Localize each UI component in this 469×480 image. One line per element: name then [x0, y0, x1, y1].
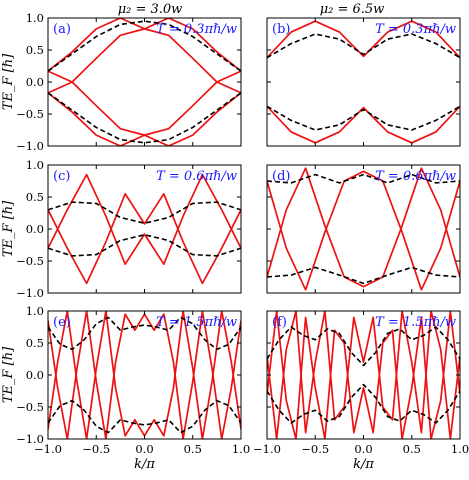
y-tick-label: 0.5	[26, 336, 44, 350]
panel-e: −1.0 −0.5 0.0 0.5 1.0 −1.0 −0.5 0.0 0.5 1.0 (e) T =…	[1, 304, 250, 472]
x-tick-label: 0.5	[403, 442, 421, 456]
y-tick-label: 0.0	[26, 75, 44, 89]
dashed-band-3	[267, 105, 460, 131]
y-axis-label: TE_F [ℏ]	[1, 200, 16, 257]
panel-label: (e)	[53, 315, 71, 330]
panel-f: −1.0 −0.5 0.0 0.5 1.0 (f) T = 1.5πℏ/w k/π	[253, 310, 469, 472]
solid-band-1	[48, 311, 241, 439]
dashed-band-2	[48, 201, 241, 225]
dashed-band-3	[267, 383, 460, 424]
solid-band-1	[267, 311, 460, 439]
solid-band-0	[267, 167, 460, 288]
dashed-band-2	[267, 173, 460, 184]
panel-b: (b) T = 0.3πℏ/w	[266, 17, 461, 147]
panel-c-series	[48, 173, 241, 285]
panel-b-frame	[266, 17, 461, 147]
panel-label: (c)	[53, 169, 70, 184]
panel-f-series	[267, 311, 460, 439]
period-annotation: T = 1.5πℏ/w	[375, 315, 456, 330]
y-axis-label: TE_F [ℏ]	[1, 53, 16, 110]
panel-label: (b)	[272, 22, 290, 37]
panel-d: (d) T = 0.6πℏ/w	[266, 164, 461, 294]
panel-label: (d)	[272, 169, 290, 184]
panel-d-series	[267, 167, 460, 291]
solid-band-1	[267, 170, 460, 291]
x-tick-label: −1.0	[34, 442, 62, 456]
x-tick-label: 0.0	[135, 442, 153, 456]
x-tick-label: −1.0	[253, 442, 281, 456]
panel-c: −1.0 −0.5 0.0 0.5 1.0 (c) T = 0.6πℏ/w TE_F [ℏ]	[1, 158, 242, 300]
dashed-band-2	[267, 33, 460, 59]
y-tick-label: −1.0	[16, 139, 44, 153]
y-tick-label: 0.5	[26, 43, 44, 57]
x-tick-label: 1.0	[232, 442, 250, 456]
x-tick-label: −0.5	[301, 442, 329, 456]
dashed-band-3	[267, 266, 460, 285]
solid-band-0	[48, 311, 241, 439]
y-tick-label: 0.0	[26, 368, 44, 382]
x-tick-label: 0.0	[354, 442, 372, 456]
column-title-right: μ₂ = 6.5w	[320, 2, 385, 17]
panel-c-frame	[47, 164, 242, 294]
dashed-band-3	[48, 233, 241, 257]
x-tick-label: 1.0	[451, 442, 469, 456]
y-tick-label: −0.5	[16, 400, 44, 414]
x-tick-label: −0.5	[82, 442, 110, 456]
period-annotation: T = 0.3πℏ/w	[156, 22, 237, 37]
dashed-band-2	[267, 326, 460, 367]
y-tick-label: 1.0	[26, 158, 44, 172]
y-tick-label: 0.5	[26, 190, 44, 204]
x-axis-label: k/π	[353, 457, 374, 472]
panel-label: (f)	[272, 315, 287, 330]
period-annotation: T = 0.3πℏ/w	[375, 22, 456, 37]
y-tick-label: −1.0	[16, 286, 44, 300]
column-title-left: μ₂ = 3.0w	[118, 2, 183, 17]
x-tick-label: 0.5	[184, 442, 202, 456]
y-tick-label: −0.5	[16, 107, 44, 121]
dashed-band-3	[48, 399, 241, 434]
panel-grid: −1.0 −0.5 0.0 0.5 1.0 (a) T = 0.3πℏ/w TE_F [ℏ] (…	[1, 11, 469, 472]
y-tick-label: −0.5	[16, 254, 44, 268]
panel-e-series	[48, 311, 241, 439]
period-annotation: T = 1.5πℏ/w	[156, 315, 237, 330]
panel-a-series	[48, 18, 241, 146]
solid-band-1	[48, 92, 241, 146]
panel-a-frame	[47, 17, 242, 147]
solid-band-2	[48, 70, 241, 136]
y-tick-label: 1.0	[26, 304, 44, 318]
solid-band-1	[48, 173, 241, 266]
panel-b-series	[267, 20, 460, 144]
panel-a: −1.0 −0.5 0.0 0.5 1.0 (a) T = 0.3πℏ/w TE_F [ℏ]	[1, 11, 242, 153]
solid-band-3	[48, 28, 241, 94]
y-tick-label: 1.0	[26, 11, 44, 25]
panel-label: (a)	[53, 22, 71, 37]
y-axis-label: TE_F [ℏ]	[1, 346, 16, 403]
period-annotation: T = 0.6πℏ/w	[375, 169, 456, 184]
y-tick-label: 0.0	[26, 222, 44, 236]
dashed-band-2	[48, 316, 241, 351]
solid-band-1	[267, 105, 460, 144]
y-tick-label: −1.0	[16, 432, 44, 446]
panel-e-frame	[47, 310, 242, 440]
solid-band-0	[267, 20, 460, 59]
x-axis-label: k/π	[134, 457, 155, 472]
solid-band-0	[48, 192, 241, 285]
period-annotation: T = 0.6πℏ/w	[156, 169, 237, 184]
solid-band-0	[267, 311, 460, 439]
